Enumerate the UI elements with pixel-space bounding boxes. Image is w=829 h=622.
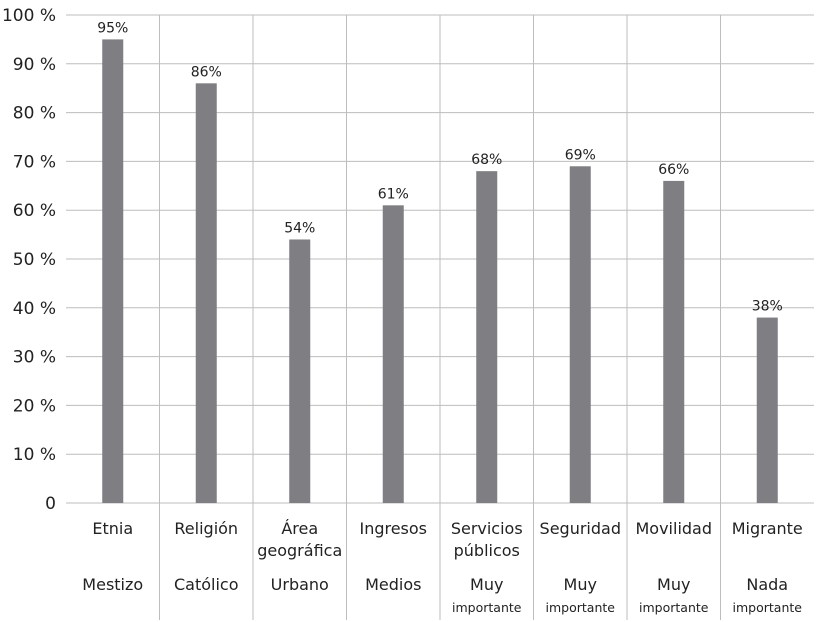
bar — [289, 239, 311, 504]
data-label: 68% — [471, 152, 502, 168]
data-label: 38% — [752, 299, 783, 315]
y-tick-label: 70 % — [13, 152, 56, 172]
category-sublabel: Urbano — [271, 575, 329, 594]
data-label: 61% — [378, 186, 409, 202]
category-label: Seguridad — [540, 519, 621, 538]
category-sublabel: importante — [733, 600, 803, 615]
bar — [195, 83, 217, 503]
category-label: geográfica — [257, 541, 342, 560]
category-sublabel: Medios — [365, 575, 421, 594]
data-label: 66% — [658, 162, 689, 178]
y-tick-label: 10 % — [13, 445, 56, 465]
category-sublabel: Muy — [470, 575, 503, 594]
category-label: Servicios — [451, 519, 523, 538]
y-axis-ticks: 0 10 % 20 % 30 % 40 % 50 % 60 % 70 % 80 % 90 % 100… — [2, 6, 56, 514]
y-tick-label: 0 — [45, 494, 56, 514]
category-labels: Etnia Mestizo Religión Católico Área geográfi… — [82, 519, 802, 615]
category-sublabel: importante — [639, 600, 709, 615]
bar — [569, 166, 591, 503]
data-label: 86% — [191, 64, 222, 80]
category-label: Ingresos — [359, 519, 427, 538]
bar — [756, 317, 778, 503]
bar — [382, 205, 404, 503]
y-tick-label: 100 % — [2, 6, 56, 26]
y-tick-label: 30 % — [13, 348, 56, 368]
category-sublabel: importante — [546, 600, 616, 615]
category-label: Movilidad — [635, 519, 712, 538]
y-tick-label: 90 % — [13, 55, 56, 75]
category-label: públicos — [454, 541, 520, 560]
y-tick-label: 50 % — [13, 250, 56, 270]
category-sublabel: Católico — [174, 575, 239, 594]
data-label: 54% — [284, 220, 315, 236]
bar — [476, 171, 498, 503]
bar — [663, 180, 685, 504]
category-sublabel: Mestizo — [82, 575, 143, 594]
y-tick-label: 40 % — [13, 299, 56, 319]
category-label: Etnia — [92, 519, 133, 538]
category-label: Religión — [174, 519, 238, 538]
category-sublabel: Muy — [564, 575, 597, 594]
category-sublabel: Nada — [746, 575, 788, 594]
bars — [102, 39, 778, 504]
category-label: Migrante — [732, 519, 803, 538]
data-labels: 95% 86% 54% 61% 68% 69% 66% 38% — [97, 20, 783, 314]
y-tick-label: 20 % — [13, 396, 56, 416]
y-tick-label: 60 % — [13, 201, 56, 221]
gridlines — [66, 14, 814, 620]
category-label: Área — [281, 519, 318, 538]
data-label: 95% — [97, 20, 128, 36]
category-sublabel: importante — [452, 600, 522, 615]
data-label: 69% — [565, 147, 596, 163]
bar — [102, 39, 124, 504]
category-sublabel: Muy — [657, 575, 690, 594]
y-tick-label: 80 % — [13, 104, 56, 124]
